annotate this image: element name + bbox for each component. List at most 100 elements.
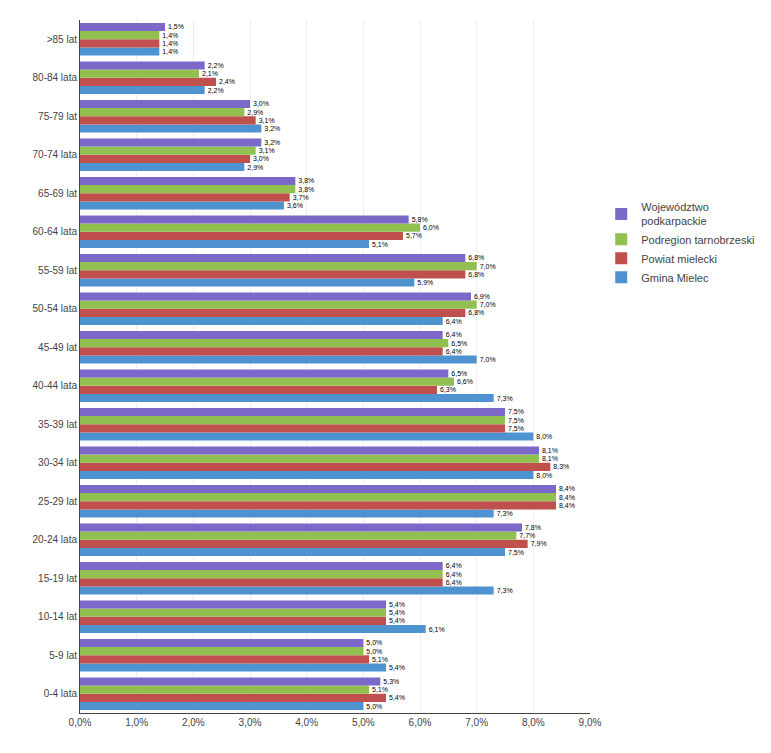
svg-text:1,0%: 1,0%	[125, 717, 148, 728]
svg-text:6,4%: 6,4%	[446, 318, 462, 325]
svg-text:3,6%: 3,6%	[287, 202, 303, 209]
svg-text:Podregion tarnobrzeski: Podregion tarnobrzeski	[641, 234, 754, 246]
svg-text:5,9%: 5,9%	[417, 279, 433, 286]
svg-text:3,2%: 3,2%	[264, 125, 280, 132]
svg-text:60-64 lata: 60-64 lata	[33, 226, 78, 237]
svg-text:6,0%: 6,0%	[409, 717, 432, 728]
svg-text:40-44 lata: 40-44 lata	[33, 380, 78, 391]
svg-text:2,2%: 2,2%	[208, 87, 224, 94]
svg-text:5,4%: 5,4%	[389, 609, 405, 616]
svg-text:0,0%: 0,0%	[69, 717, 92, 728]
svg-text:6,8%: 6,8%	[468, 309, 484, 316]
svg-text:6,4%: 6,4%	[446, 579, 462, 586]
svg-text:7,8%: 7,8%	[525, 524, 541, 531]
svg-text:8,1%: 8,1%	[542, 455, 558, 462]
svg-text:6,8%: 6,8%	[468, 254, 484, 261]
svg-text:7,3%: 7,3%	[497, 510, 513, 517]
svg-text:6,8%: 6,8%	[468, 271, 484, 278]
svg-text:5,3%: 5,3%	[383, 678, 399, 685]
svg-text:25-29 lat: 25-29 lat	[38, 496, 77, 507]
svg-text:5,8%: 5,8%	[412, 216, 428, 223]
svg-text:6,1%: 6,1%	[429, 626, 445, 633]
svg-text:7,5%: 7,5%	[508, 408, 524, 415]
svg-text:1,4%: 1,4%	[162, 32, 178, 39]
svg-text:10-14 lat: 10-14 lat	[38, 611, 77, 622]
svg-text:8,0%: 8,0%	[536, 472, 552, 479]
svg-text:2,2%: 2,2%	[208, 62, 224, 69]
svg-text:8,4%: 8,4%	[559, 494, 575, 501]
svg-text:6,6%: 6,6%	[457, 378, 473, 385]
svg-text:Powiat mielecki: Powiat mielecki	[641, 253, 717, 265]
svg-text:50-54 lata: 50-54 lata	[33, 303, 78, 314]
svg-text:55-59 lat: 55-59 lat	[38, 265, 77, 276]
svg-text:Gmina Mielec: Gmina Mielec	[641, 272, 709, 284]
svg-text:2,1%: 2,1%	[202, 70, 218, 77]
svg-text:0-4 lata: 0-4 lata	[44, 688, 78, 699]
svg-text:>85 lat: >85 lat	[47, 34, 78, 45]
svg-text:8,1%: 8,1%	[542, 447, 558, 454]
svg-text:45-49 lat: 45-49 lat	[38, 342, 77, 353]
svg-text:4,0%: 4,0%	[295, 717, 318, 728]
svg-text:5,4%: 5,4%	[389, 694, 405, 701]
svg-text:5,0%: 5,0%	[352, 717, 375, 728]
svg-text:7,5%: 7,5%	[508, 549, 524, 556]
svg-text:35-39 lat: 35-39 lat	[38, 419, 77, 430]
svg-text:5,0%: 5,0%	[366, 639, 382, 646]
svg-text:Województwopodkarpackie: Województwopodkarpackie	[641, 201, 709, 227]
svg-text:8,0%: 8,0%	[536, 433, 552, 440]
svg-text:5,0%: 5,0%	[366, 703, 382, 710]
svg-text:5,4%: 5,4%	[389, 664, 405, 671]
svg-text:1,4%: 1,4%	[162, 48, 178, 55]
svg-text:3,2%: 3,2%	[264, 139, 280, 146]
svg-text:6,4%: 6,4%	[446, 562, 462, 569]
svg-text:3,7%: 3,7%	[293, 194, 309, 201]
svg-text:15-19 lat: 15-19 lat	[38, 573, 77, 584]
svg-text:5,1%: 5,1%	[372, 686, 388, 693]
svg-text:5,7%: 5,7%	[406, 232, 422, 239]
svg-text:80-84 lata: 80-84 lata	[33, 72, 78, 83]
svg-text:1,5%: 1,5%	[168, 23, 184, 30]
svg-text:6,0%: 6,0%	[423, 224, 439, 231]
svg-text:2,9%: 2,9%	[247, 164, 263, 171]
svg-text:7,0%: 7,0%	[480, 263, 496, 270]
svg-text:6,4%: 6,4%	[446, 571, 462, 578]
svg-text:30-34 lat: 30-34 lat	[38, 457, 77, 468]
svg-text:3,1%: 3,1%	[259, 117, 275, 124]
svg-text:3,0%: 3,0%	[253, 155, 269, 162]
svg-text:7,9%: 7,9%	[531, 540, 547, 547]
svg-text:6,5%: 6,5%	[451, 370, 467, 377]
svg-text:9,0%: 9,0%	[579, 717, 602, 728]
svg-text:7,3%: 7,3%	[497, 587, 513, 594]
svg-text:7,5%: 7,5%	[508, 417, 524, 424]
svg-text:6,4%: 6,4%	[446, 348, 462, 355]
svg-text:5,4%: 5,4%	[389, 617, 405, 624]
svg-text:7,0%: 7,0%	[465, 717, 488, 728]
svg-text:8,0%: 8,0%	[522, 717, 545, 728]
svg-text:6,9%: 6,9%	[474, 293, 490, 300]
svg-text:65-69 lat: 65-69 lat	[38, 188, 77, 199]
svg-text:8,4%: 8,4%	[559, 502, 575, 509]
svg-text:8,3%: 8,3%	[553, 463, 569, 470]
svg-text:8,4%: 8,4%	[559, 485, 575, 492]
svg-text:5,0%: 5,0%	[366, 648, 382, 655]
svg-text:3,0%: 3,0%	[239, 717, 262, 728]
svg-text:5-9 lat: 5-9 lat	[49, 650, 77, 661]
svg-text:2,4%: 2,4%	[219, 78, 235, 85]
svg-text:3,0%: 3,0%	[253, 100, 269, 107]
svg-text:6,4%: 6,4%	[446, 331, 462, 338]
svg-text:6,3%: 6,3%	[440, 386, 456, 393]
svg-text:5,4%: 5,4%	[389, 601, 405, 608]
svg-text:3,8%: 3,8%	[298, 186, 314, 193]
svg-text:7,0%: 7,0%	[480, 356, 496, 363]
svg-text:1,4%: 1,4%	[162, 40, 178, 47]
svg-text:7,7%: 7,7%	[519, 532, 535, 539]
svg-text:7,3%: 7,3%	[497, 395, 513, 402]
svg-text:2,0%: 2,0%	[182, 717, 205, 728]
svg-text:7,0%: 7,0%	[480, 301, 496, 308]
svg-text:3,8%: 3,8%	[298, 177, 314, 184]
svg-text:3,1%: 3,1%	[259, 147, 275, 154]
svg-text:7,5%: 7,5%	[508, 425, 524, 432]
svg-text:5,1%: 5,1%	[372, 241, 388, 248]
svg-text:75-79 lat: 75-79 lat	[38, 111, 77, 122]
svg-text:6,5%: 6,5%	[451, 340, 467, 347]
